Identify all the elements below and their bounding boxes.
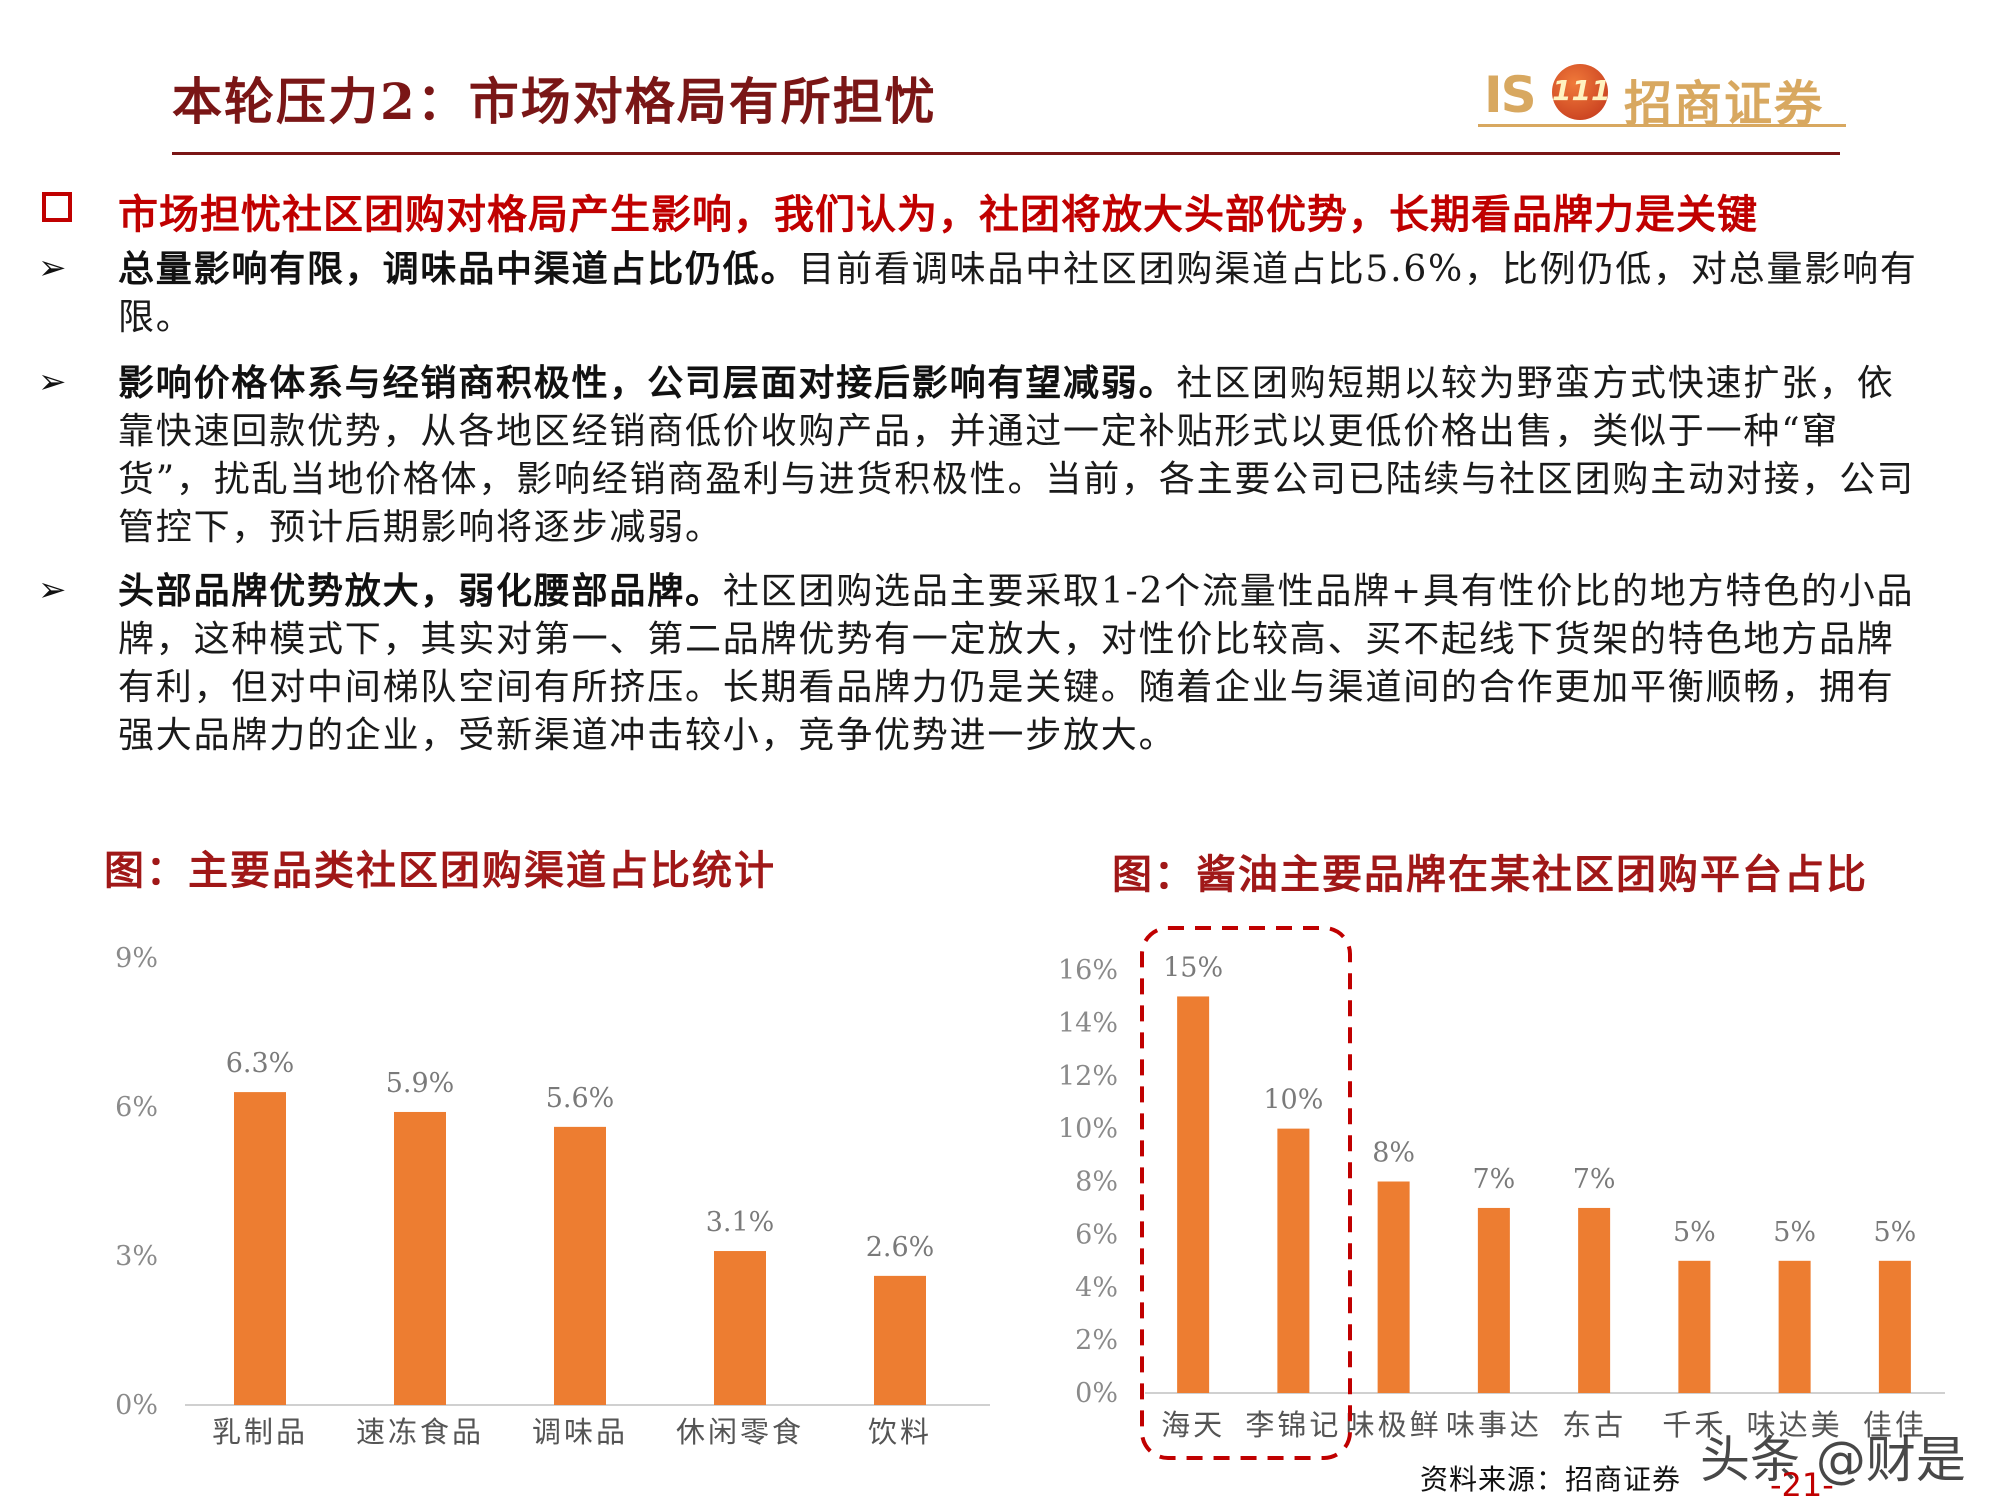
y-tick-label: 0% bbox=[1075, 1378, 1118, 1409]
bar bbox=[1678, 1260, 1711, 1393]
x-tick-label: 味极鲜 bbox=[1346, 1408, 1442, 1442]
data-label: 5% bbox=[1773, 1217, 1816, 1248]
data-label: 2.6% bbox=[866, 1232, 935, 1263]
x-tick-label: 佳佳 bbox=[1863, 1408, 1927, 1442]
data-label: 6.3% bbox=[226, 1048, 295, 1079]
x-tick-label: 速冻食品 bbox=[356, 1415, 484, 1449]
chart2-title: 图：酱油主要品牌在某社区团购平台占比 bbox=[1112, 851, 1868, 898]
y-tick-label: 2% bbox=[1075, 1325, 1118, 1356]
logo-underline bbox=[1478, 124, 1846, 127]
page-title: 本轮压力2：市场对格局有所担忧 bbox=[172, 72, 937, 131]
data-label: 5.9% bbox=[386, 1068, 455, 1099]
data-label: 3.1% bbox=[706, 1207, 775, 1238]
data-label: 10% bbox=[1263, 1085, 1323, 1116]
bullet-paragraph: 总量影响有限，调味品中渠道占比仍低。目前看调味品中社区团购渠道占比5.6%，比例… bbox=[118, 245, 1918, 342]
data-label: 5% bbox=[1873, 1217, 1916, 1248]
bar bbox=[714, 1251, 766, 1405]
x-tick-label: 东古 bbox=[1562, 1408, 1626, 1442]
bullet-lead: 影响价格体系与经销商积极性，公司层面对接后影响有望减弱。 bbox=[118, 362, 1177, 404]
y-tick-label: 14% bbox=[1058, 1008, 1118, 1039]
bullet-paragraph: 头部品牌优势放大，弱化腰部品牌。社区团购选品主要采取1-2个流量性品牌+具有性价… bbox=[118, 567, 1918, 760]
bar bbox=[1778, 1260, 1811, 1393]
arrow-bullet-icon: ➢ bbox=[38, 570, 67, 610]
y-tick-label: 9% bbox=[115, 943, 158, 974]
bullet-lead: 头部品牌优势放大，弱化腰部品牌。 bbox=[118, 570, 723, 612]
watermark: 头条 @财是 bbox=[1700, 1431, 1966, 1489]
arrow-bullet-icon: ➢ bbox=[38, 248, 67, 288]
page-number: -21- bbox=[1770, 1466, 1834, 1504]
x-tick-label: 千禾 bbox=[1662, 1408, 1726, 1442]
bullet-body: 社区团购短期以较为野蛮方式快速扩张，依靠快速回款优势，从各地区经销商低价收购产品… bbox=[118, 363, 1915, 548]
data-label: 5% bbox=[1673, 1217, 1716, 1248]
x-tick-label: 饮料 bbox=[868, 1415, 932, 1449]
x-tick-label: 休闲零食 bbox=[676, 1415, 804, 1449]
data-label: 5.6% bbox=[546, 1083, 615, 1114]
data-label: 15% bbox=[1163, 952, 1223, 983]
y-tick-label: 12% bbox=[1058, 1061, 1118, 1092]
y-tick-label: 10% bbox=[1058, 1114, 1118, 1145]
bar bbox=[1377, 1181, 1410, 1393]
bullet-lead: 总量影响有限，调味品中渠道占比仍低。 bbox=[118, 248, 799, 290]
y-tick-label: 6% bbox=[1075, 1219, 1118, 1250]
x-tick-label: 味事达 bbox=[1446, 1408, 1542, 1442]
bar bbox=[394, 1111, 446, 1405]
bar bbox=[234, 1092, 286, 1405]
bar bbox=[1878, 1260, 1911, 1393]
bullet-body: 社区团购选品主要采取1-2个流量性品牌+具有性价比的地方特色的小品牌，这种模式下… bbox=[118, 571, 1915, 756]
bullet-body: 目前看调味品中社区团购渠道占比5.6%，比例仍低，对总量影响有限。 bbox=[118, 249, 1918, 338]
bar bbox=[554, 1126, 606, 1405]
bullet-paragraph: 影响价格体系与经销商积极性，公司层面对接后影响有望减弱。社区团购短期以较为野蛮方… bbox=[118, 359, 1918, 552]
y-tick-label: 4% bbox=[1075, 1272, 1118, 1303]
bar bbox=[1477, 1207, 1510, 1393]
x-tick-label: 味达美 bbox=[1747, 1408, 1843, 1442]
chart1-title: 图：主要品类社区团购渠道占比统计 bbox=[104, 847, 776, 894]
y-tick-label: 8% bbox=[1075, 1167, 1118, 1198]
square-bullet-icon bbox=[42, 192, 72, 222]
data-label: 7% bbox=[1472, 1164, 1515, 1195]
header-divider bbox=[172, 152, 1840, 155]
headline: 市场担忧社区团购对格局产生影响，我们认为，社团将放大头部优势，长期看品牌力是关键 bbox=[118, 191, 1758, 238]
bar bbox=[1277, 1128, 1310, 1393]
y-tick-label: 3% bbox=[115, 1241, 158, 1272]
logo-name: 招商证券 bbox=[1624, 76, 1825, 132]
company-logo: IS 111 招商证券 bbox=[1478, 58, 1858, 132]
x-tick-label: 乳制品 bbox=[212, 1415, 308, 1449]
data-label: 7% bbox=[1573, 1164, 1616, 1195]
highlight-box bbox=[1140, 926, 1352, 1460]
y-tick-label: 16% bbox=[1058, 955, 1118, 986]
logo-badge-icon: 111 bbox=[1552, 64, 1610, 120]
logo-mark: IS bbox=[1484, 66, 1537, 124]
x-tick-label: 海天 bbox=[1161, 1408, 1225, 1442]
data-label: 8% bbox=[1372, 1138, 1415, 1169]
bar bbox=[1177, 996, 1210, 1393]
y-tick-label: 6% bbox=[115, 1092, 158, 1123]
bar bbox=[874, 1275, 926, 1405]
x-tick-label: 调味品 bbox=[532, 1415, 628, 1449]
source-note: 资料来源：招商证券 bbox=[1420, 1463, 1682, 1496]
x-tick-label: 李锦记 bbox=[1245, 1408, 1341, 1442]
arrow-bullet-icon: ➢ bbox=[38, 362, 67, 402]
y-tick-label: 0% bbox=[115, 1390, 158, 1421]
bar bbox=[1578, 1207, 1611, 1393]
